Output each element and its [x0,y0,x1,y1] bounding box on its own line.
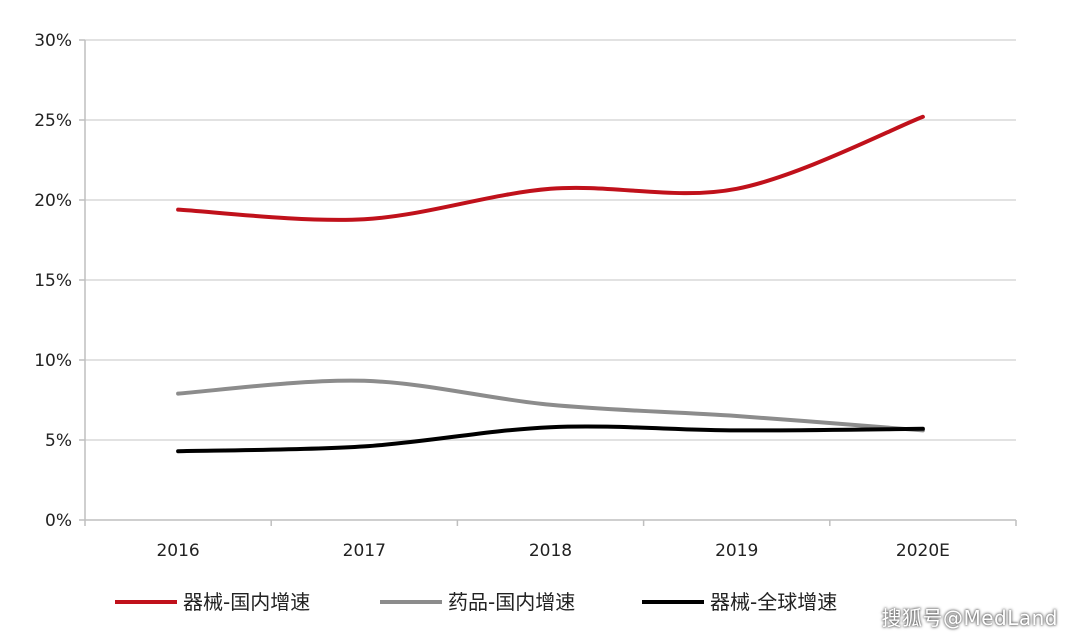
x-tick-label: 2017 [343,541,386,561]
x-axis-tick-labels: 2016 2017 2018 2019 2020E [156,541,949,561]
x-tick-label: 2019 [715,541,758,561]
y-tick-label: 0% [45,511,72,531]
series-line-2 [176,424,925,454]
series-lines [176,114,925,454]
legend-label: 器械-国内增速 [183,590,310,614]
y-tick-label: 5% [45,431,72,451]
x-tick-label: 2020E [896,541,950,561]
watermark: 搜狐号@MedLand [881,606,1058,630]
y-tick-label: 30% [34,31,72,51]
y-axis-tick-labels: 0% 5% 10% 15% 20% 25% 30% [34,31,72,531]
y-tick-label: 20% [34,191,72,211]
y-tick-label: 25% [34,111,72,131]
x-tick-label: 2016 [156,541,199,561]
legend-label: 药品-国内增速 [448,590,575,614]
series-line-1 [176,378,925,433]
legend: 器械-国内增速 药品-国内增速 器械-全球增速 [115,590,837,614]
y-tick-label: 10% [34,351,72,371]
x-tick-label: 2018 [529,541,572,561]
y-tick-label: 15% [34,271,72,291]
series-line-0 [176,114,925,222]
axes [79,39,1017,526]
gridlines [85,39,1016,441]
legend-label: 器械-全球增速 [710,590,837,614]
